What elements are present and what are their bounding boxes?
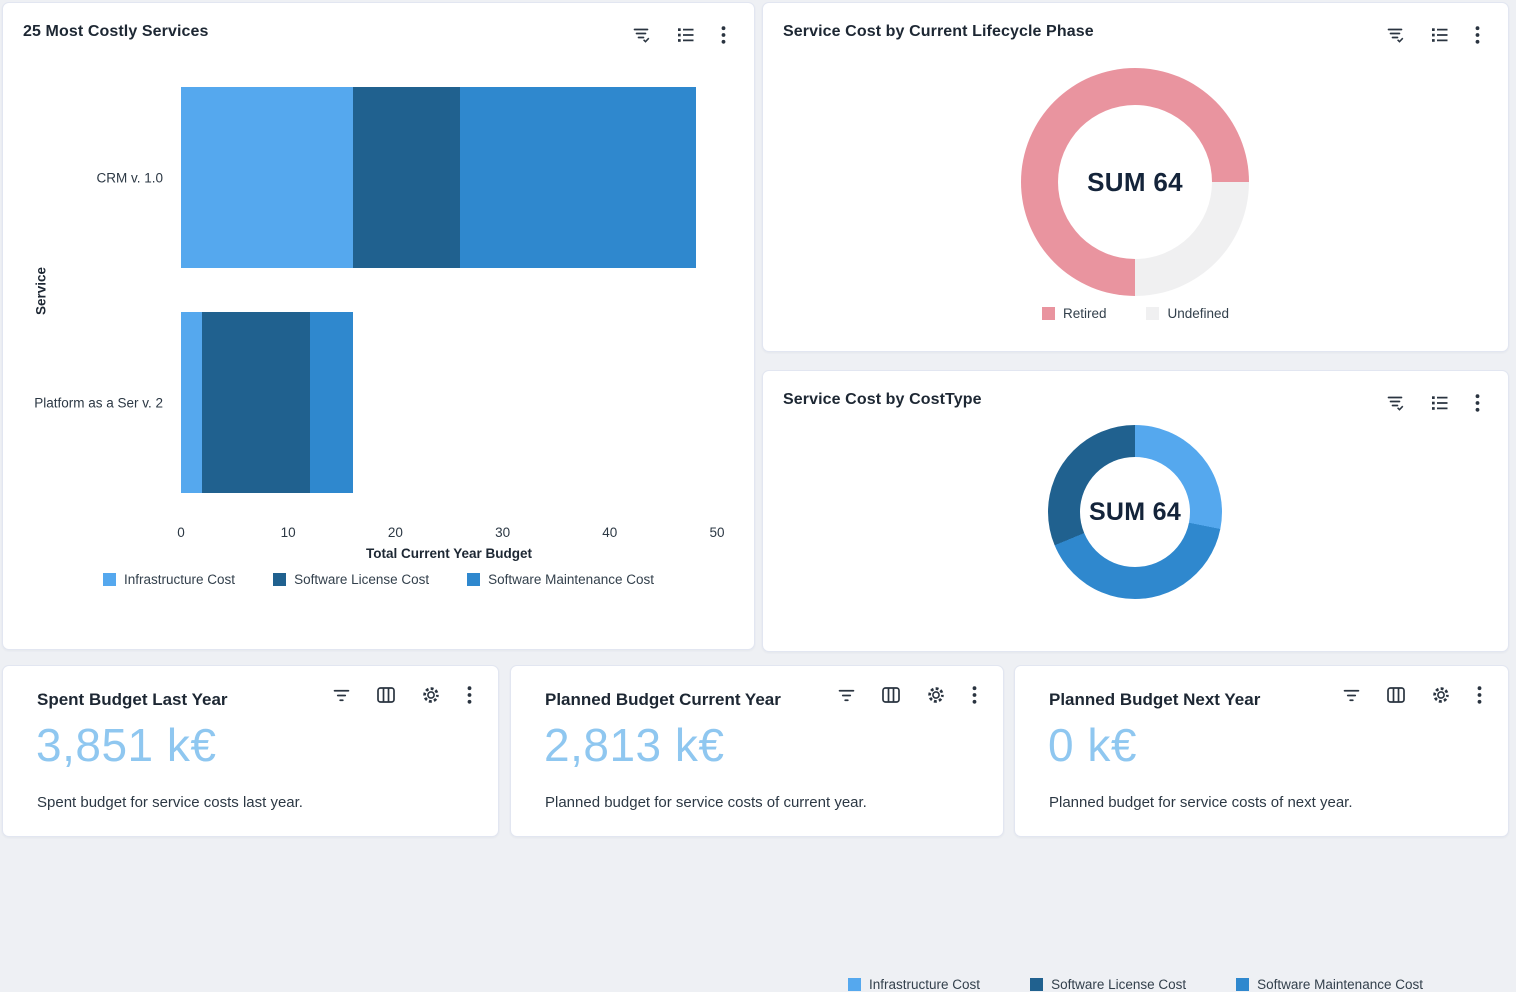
kpi-value: 0 k€ [1048,719,1137,771]
donut-hole: SUM 64 [1058,105,1212,259]
settings-gear-icon[interactable] [1432,686,1450,704]
legend-swatch [1146,307,1160,320]
legend-label: Infrastructure Cost [869,977,981,992]
kebab-menu-icon[interactable] [467,686,472,704]
legend-swatch [103,573,117,586]
filter-icon[interactable] [333,688,350,703]
legend-list-icon[interactable] [677,27,695,43]
legend-label: Retired [1062,306,1107,321]
bar-segment[interactable] [181,312,203,493]
x-tick-label: 40 [602,525,618,540]
bar-segment[interactable] [309,312,353,493]
chart-legend: Infrastructure Cost Software License Cost… [763,977,1508,992]
legend-item[interactable]: Software License Cost [1030,977,1186,992]
legend-label: Undefined [1167,306,1230,321]
card-toolbar [1343,686,1482,704]
category-label: CRM v. 1.0 [96,170,163,185]
bar-segment[interactable] [181,87,353,268]
legend-swatch [273,573,287,586]
kpi-value: 2,813 k€ [544,719,725,771]
kebab-menu-icon[interactable] [721,26,726,44]
kebab-menu-icon[interactable] [972,686,977,704]
legend-label: Software License Cost [1051,977,1187,992]
legend-swatch [1236,978,1250,991]
legend-item[interactable]: Software Maintenance Cost [467,572,654,587]
filter-check-icon[interactable] [633,27,651,44]
legend-label: Software Maintenance Cost [1257,977,1423,992]
legend-item[interactable]: Software Maintenance Cost [1236,977,1423,992]
x-tick-label: 30 [495,525,511,540]
card-toolbar [333,686,472,704]
stacked-bar [181,87,696,268]
donut-chart-lifecycle[interactable]: SUM 64 [1021,68,1249,296]
card-title: 25 Most Costly Services [23,23,209,40]
legend-swatch [1041,307,1055,320]
kpi-card-planned-budget-current-year: Planned Budget Current Year [510,665,1004,837]
category-label: Platform as a Ser v. 2 [34,395,163,410]
donut-sum-label: SUM 64 [1087,166,1183,197]
filter-icon[interactable] [838,688,855,703]
card-title: Service Cost by CostType [783,391,982,408]
bar-segment[interactable] [459,87,696,268]
card-title: Service Cost by Current Lifecycle Phase [783,23,1094,40]
card-toolbar [1387,394,1480,412]
x-tick-label: 0 [177,525,185,540]
card-toolbar [838,686,977,704]
card-service-cost-lifecycle: Service Cost by Current Lifecycle Phase [762,2,1509,352]
legend-list-icon[interactable] [1431,27,1449,43]
legend-item[interactable]: Undefined [1146,306,1229,321]
card-toolbar [1387,26,1480,44]
x-tick-label: 10 [280,525,296,540]
kpi-title: Planned Budget Next Year [1049,690,1261,709]
columns-icon[interactable] [1387,687,1405,703]
y-axis-labels: CRM v. 1.0 Platform as a Ser v. 2 [3,3,171,523]
settings-gear-icon[interactable] [422,686,440,704]
legend-item[interactable]: Retired [1041,306,1107,321]
legend-swatch [1030,978,1044,991]
card-most-costly-services: 25 Most Costly Services [2,2,755,650]
kpi-value: 3,851 k€ [36,719,217,771]
columns-icon[interactable] [377,687,395,703]
donut-hole: SUM 64 [1080,457,1190,567]
x-tick-label: 50 [709,525,725,540]
legend-swatch [848,978,862,991]
kpi-title: Spent Budget Last Year [37,690,228,709]
donut-chart-costtype[interactable]: SUM 64 [1048,425,1222,599]
kpi-card-spent-budget-last-year: Spent Budget Last Year [2,665,499,837]
legend-item[interactable]: Infrastructure Cost [103,572,235,587]
settings-gear-icon[interactable] [927,686,945,704]
kpi-description: Planned budget for service costs of curr… [545,794,867,811]
kpi-description: Planned budget for service costs of next… [1049,794,1353,811]
card-toolbar [633,26,726,44]
columns-icon[interactable] [882,687,900,703]
x-tick-label: 20 [387,525,403,540]
chart-legend: Retired Undefined [763,306,1508,321]
legend-swatch [467,573,481,586]
stacked-bar [181,312,353,493]
bar-plot-area [181,3,717,523]
x-axis-ticks: 0 10 20 30 40 50 [177,525,724,543]
kpi-description: Spent budget for service costs last year… [37,794,303,811]
filter-check-icon[interactable] [1387,395,1405,412]
filter-check-icon[interactable] [1387,27,1405,44]
bar-segment[interactable] [202,312,310,493]
legend-item[interactable]: Software License Cost [273,572,429,587]
kebab-menu-icon[interactable] [1475,394,1480,412]
kpi-title: Planned Budget Current Year [545,690,781,709]
x-axis-title: Total Current Year Budget [365,546,533,561]
kpi-card-planned-budget-next-year: Planned Budget Next Year [1014,665,1509,837]
filter-icon[interactable] [1343,688,1360,703]
legend-item[interactable]: Infrastructure Cost [848,977,980,992]
donut-sum-label: SUM 64 [1088,497,1182,526]
legend-label: Software License Cost [294,572,430,587]
legend-list-icon[interactable] [1431,395,1449,411]
card-service-cost-by-costtype: Service Cost by CostType [762,370,1509,992]
kebab-menu-icon[interactable] [1475,26,1480,44]
legend-label: Software Maintenance Cost [488,572,654,587]
bar-segment[interactable] [352,87,460,268]
chart-legend: Infrastructure Cost Software License Cost… [3,572,754,587]
legend-label: Infrastructure Cost [124,572,236,587]
kebab-menu-icon[interactable] [1477,686,1482,704]
